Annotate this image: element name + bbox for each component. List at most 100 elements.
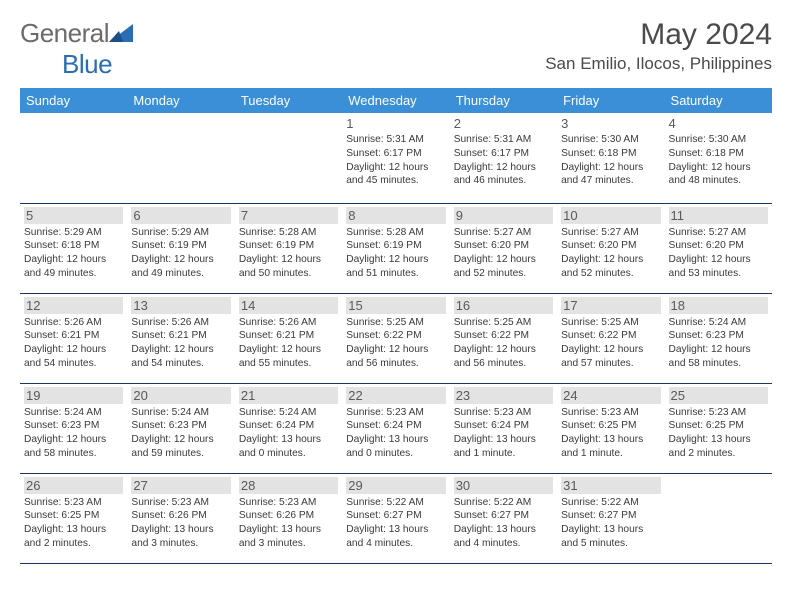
location: San Emilio, Ilocos, Philippines [545, 54, 772, 74]
day-number: 3 [561, 116, 660, 131]
calendar-cell: 24 Sunrise: 5:23 AMSunset: 6:25 PMDayligh… [557, 383, 664, 473]
day-details: Sunrise: 5:27 AMSunset: 6:20 PMDaylight:… [561, 226, 660, 281]
day-details: Sunrise: 5:27 AMSunset: 6:20 PMDaylight:… [669, 226, 768, 281]
day-details: Sunrise: 5:23 AMSunset: 6:26 PMDaylight:… [239, 496, 338, 551]
calendar-cell: 23 Sunrise: 5:23 AMSunset: 6:24 PMDayligh… [450, 383, 557, 473]
day-details: Sunrise: 5:29 AMSunset: 6:18 PMDaylight:… [24, 226, 123, 281]
calendar-row: 19Sunrise: 5:24 AMSunset: 6:23 PMDayligh… [20, 383, 772, 473]
day-number: 29 [346, 477, 445, 494]
day-number: 27 [131, 477, 230, 494]
logo-part2: Blue [62, 49, 112, 79]
calendar-page: GeneralBlue May 2024 San Emilio, Ilocos,… [0, 0, 792, 612]
day-details: Sunrise: 5:24 AMSunset: 6:23 PMDaylight:… [669, 316, 768, 371]
calendar-cell: 13Sunrise: 5:26 AMSunset: 6:21 PMDayligh… [127, 293, 234, 383]
calendar-cell: 28Sunrise: 5:23 AMSunset: 6:26 PMDayligh… [235, 473, 342, 563]
calendar-cell: 9 Sunrise: 5:27 AMSunset: 6:20 PMDaylight… [450, 203, 557, 293]
day-details: Sunrise: 5:28 AMSunset: 6:19 PMDaylight:… [239, 226, 338, 281]
day-details: Sunrise: 5:25 AMSunset: 6:22 PMDaylight:… [561, 316, 660, 371]
calendar-cell: 16 Sunrise: 5:25 AMSunset: 6:22 PMDayligh… [450, 293, 557, 383]
day-number: 8 [346, 207, 445, 224]
calendar-row: 1 Sunrise: 5:31 AMSunset: 6:17 PMDaylight… [20, 113, 772, 203]
day-details: Sunrise: 5:31 AMSunset: 6:17 PMDaylight:… [454, 133, 553, 188]
day-details: Sunrise: 5:25 AMSunset: 6:22 PMDaylight:… [346, 316, 445, 371]
calendar-cell: 31 Sunrise: 5:22 AMSunset: 6:27 PMDayligh… [557, 473, 664, 563]
day-header: Wednesday [342, 88, 449, 113]
day-number: 20 [131, 387, 230, 404]
day-number: 21 [239, 387, 338, 404]
day-number: 17 [561, 297, 660, 314]
calendar-body: 1 Sunrise: 5:31 AMSunset: 6:17 PMDaylight… [20, 113, 772, 563]
day-number: 31 [561, 477, 660, 494]
logo-mark-icon [109, 18, 133, 49]
calendar-cell: 21 Sunrise: 5:24 AMSunset: 6:24 PMDayligh… [235, 383, 342, 473]
calendar-row: 12Sunrise: 5:26 AMSunset: 6:21 PMDayligh… [20, 293, 772, 383]
calendar-cell: 30 Sunrise: 5:22 AMSunset: 6:27 PMDayligh… [450, 473, 557, 563]
day-details: Sunrise: 5:22 AMSunset: 6:27 PMDaylight:… [346, 496, 445, 551]
day-number: 22 [346, 387, 445, 404]
day-details: Sunrise: 5:23 AMSunset: 6:24 PMDaylight:… [346, 406, 445, 461]
calendar-cell: 2 Sunrise: 5:31 AMSunset: 6:17 PMDaylight… [450, 113, 557, 203]
title-block: May 2024 San Emilio, Ilocos, Philippines [545, 18, 772, 74]
day-header: Thursday [450, 88, 557, 113]
day-details: Sunrise: 5:28 AMSunset: 6:19 PMDaylight:… [346, 226, 445, 281]
day-header: Tuesday [235, 88, 342, 113]
day-number: 1 [346, 116, 445, 131]
day-details: Sunrise: 5:25 AMSunset: 6:22 PMDaylight:… [454, 316, 553, 371]
day-number: 24 [561, 387, 660, 404]
day-header: Monday [127, 88, 234, 113]
day-number: 30 [454, 477, 553, 494]
calendar-cell: 8 Sunrise: 5:28 AMSunset: 6:19 PMDaylight… [342, 203, 449, 293]
calendar-cell: 29 Sunrise: 5:22 AMSunset: 6:27 PMDayligh… [342, 473, 449, 563]
day-number: 4 [669, 116, 768, 131]
calendar-table: SundayMondayTuesdayWednesdayThursdayFrid… [20, 88, 772, 564]
logo: GeneralBlue [20, 18, 133, 80]
day-details: Sunrise: 5:23 AMSunset: 6:24 PMDaylight:… [454, 406, 553, 461]
calendar-cell: 25 Sunrise: 5:23 AMSunset: 6:25 PMDayligh… [665, 383, 772, 473]
calendar-cell [235, 113, 342, 203]
calendar-row: 5 Sunrise: 5:29 AMSunset: 6:18 PMDaylight… [20, 203, 772, 293]
calendar-cell: 12Sunrise: 5:26 AMSunset: 6:21 PMDayligh… [20, 293, 127, 383]
day-number: 18 [669, 297, 768, 314]
day-number: 23 [454, 387, 553, 404]
day-header: Friday [557, 88, 664, 113]
calendar-cell: 20 Sunrise: 5:24 AMSunset: 6:23 PMDayligh… [127, 383, 234, 473]
day-number: 10 [561, 207, 660, 224]
calendar-cell [20, 113, 127, 203]
calendar-cell: 14Sunrise: 5:26 AMSunset: 6:21 PMDayligh… [235, 293, 342, 383]
calendar-cell: 17 Sunrise: 5:25 AMSunset: 6:22 PMDayligh… [557, 293, 664, 383]
day-details: Sunrise: 5:27 AMSunset: 6:20 PMDaylight:… [454, 226, 553, 281]
day-number: 26 [24, 477, 123, 494]
month-title: May 2024 [545, 18, 772, 52]
day-details: Sunrise: 5:22 AMSunset: 6:27 PMDaylight:… [454, 496, 553, 551]
calendar-cell: 6Sunrise: 5:29 AMSunset: 6:19 PMDaylight… [127, 203, 234, 293]
day-number: 9 [454, 207, 553, 224]
calendar-cell: 5 Sunrise: 5:29 AMSunset: 6:18 PMDaylight… [20, 203, 127, 293]
day-number: 16 [454, 297, 553, 314]
day-number: 7 [239, 207, 338, 224]
day-details: Sunrise: 5:24 AMSunset: 6:23 PMDaylight:… [24, 406, 123, 461]
day-number: 5 [24, 207, 123, 224]
day-details: Sunrise: 5:22 AMSunset: 6:27 PMDaylight:… [561, 496, 660, 551]
day-number: 25 [669, 387, 768, 404]
calendar-cell: 19Sunrise: 5:24 AMSunset: 6:23 PMDayligh… [20, 383, 127, 473]
day-number: 6 [131, 207, 230, 224]
logo-text: GeneralBlue [20, 18, 133, 80]
day-details: Sunrise: 5:26 AMSunset: 6:21 PMDaylight:… [131, 316, 230, 371]
calendar-cell: 18 Sunrise: 5:24 AMSunset: 6:23 PMDayligh… [665, 293, 772, 383]
day-details: Sunrise: 5:24 AMSunset: 6:23 PMDaylight:… [131, 406, 230, 461]
day-number: 11 [669, 207, 768, 224]
day-header-row: SundayMondayTuesdayWednesdayThursdayFrid… [20, 88, 772, 113]
day-details: Sunrise: 5:23 AMSunset: 6:25 PMDaylight:… [669, 406, 768, 461]
day-header: Sunday [20, 88, 127, 113]
day-details: Sunrise: 5:23 AMSunset: 6:26 PMDaylight:… [131, 496, 230, 551]
calendar-cell [665, 473, 772, 563]
day-header: Saturday [665, 88, 772, 113]
day-number: 2 [454, 116, 553, 131]
day-details: Sunrise: 5:31 AMSunset: 6:17 PMDaylight:… [346, 133, 445, 188]
logo-part1: General [20, 18, 109, 48]
calendar-cell: 4Sunrise: 5:30 AMSunset: 6:18 PMDaylight… [665, 113, 772, 203]
day-details: Sunrise: 5:23 AMSunset: 6:25 PMDaylight:… [561, 406, 660, 461]
calendar-cell: 22 Sunrise: 5:23 AMSunset: 6:24 PMDayligh… [342, 383, 449, 473]
day-details: Sunrise: 5:24 AMSunset: 6:24 PMDaylight:… [239, 406, 338, 461]
calendar-row: 26Sunrise: 5:23 AMSunset: 6:25 PMDayligh… [20, 473, 772, 563]
